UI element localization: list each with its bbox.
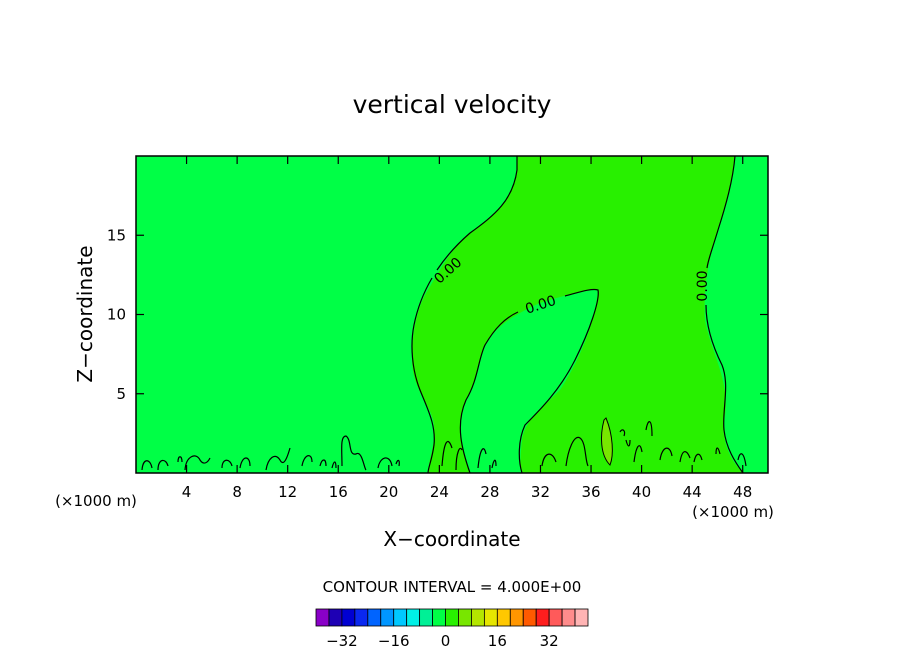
x-unit-left: (×1000 m) bbox=[55, 492, 137, 510]
colorbar-swatch bbox=[522, 608, 537, 627]
x-tick-label: 40 bbox=[632, 483, 651, 501]
y-axis-ticks: 5 10 15 bbox=[107, 226, 768, 403]
x-tick-label: 24 bbox=[430, 483, 449, 501]
colorbar-swatch bbox=[380, 608, 395, 627]
contour-label-3: 0.00 bbox=[695, 270, 711, 301]
colorbar-swatch bbox=[496, 608, 511, 627]
colorbar-swatch bbox=[471, 608, 485, 627]
contour-line-inner bbox=[459, 288, 599, 474]
y-tick-label: 5 bbox=[116, 385, 126, 403]
contour-line-left bbox=[411, 156, 518, 474]
x-axis-ticks: 4 8 12 16 20 24 28 32 36 40 44 48 bbox=[182, 156, 752, 501]
colorbar-swatch bbox=[445, 608, 459, 627]
surface-ripples-mid bbox=[441, 436, 589, 471]
x-tick-label: 8 bbox=[232, 483, 242, 501]
colorbar-swatch bbox=[432, 608, 446, 627]
colorbar-swatch bbox=[458, 608, 472, 627]
colorbar-tick-label: 16 bbox=[488, 632, 507, 650]
x-tick-label: 20 bbox=[379, 483, 398, 501]
colorbar-swatch bbox=[535, 608, 550, 627]
x-unit-right: (×1000 m) bbox=[692, 503, 774, 521]
colorbar-swatch bbox=[315, 608, 330, 627]
x-tick-label: 4 bbox=[182, 483, 192, 501]
x-tick-label: 12 bbox=[278, 483, 297, 501]
zero-contours bbox=[141, 155, 747, 474]
x-tick-label: 36 bbox=[581, 483, 600, 501]
colorbar-tick-label: 32 bbox=[540, 632, 559, 650]
colorbar-swatch bbox=[393, 608, 408, 627]
plot-area: 0.00 0.00 0.00 bbox=[135, 155, 769, 474]
x-tick-label: 44 bbox=[683, 483, 702, 501]
colorbar-swatch bbox=[354, 608, 369, 627]
contour-line-right bbox=[705, 155, 744, 474]
colorbar-swatch bbox=[509, 608, 524, 627]
x-tick-label: 32 bbox=[531, 483, 550, 501]
contour-interval-label: CONTOUR INTERVAL = 4.000E+00 bbox=[323, 578, 582, 596]
surface-ripples-right bbox=[619, 421, 747, 467]
colorbar-swatch bbox=[367, 608, 382, 627]
chart-title: vertical velocity bbox=[353, 90, 552, 119]
x-tick-label: 28 bbox=[480, 483, 499, 501]
colorbar-swatch bbox=[328, 608, 343, 627]
y-tick-label: 10 bbox=[107, 306, 126, 324]
colorbar-swatch bbox=[419, 608, 433, 627]
colorbar-swatch bbox=[574, 608, 589, 627]
x-tick-label: 16 bbox=[329, 483, 348, 501]
colorbar-swatch bbox=[561, 608, 576, 627]
colorbar-tick-label: 0 bbox=[441, 632, 451, 650]
colorbar-swatch bbox=[483, 608, 498, 627]
colorbar-tick-label: −32 bbox=[326, 632, 358, 650]
strong-positive-patch bbox=[601, 417, 613, 466]
x-axis-label: X−coordinate bbox=[383, 527, 520, 551]
colorbar-tick-labels: −32 −16 0 16 32 bbox=[326, 632, 559, 650]
positive-velocity-region bbox=[412, 156, 743, 473]
colorbar-swatch bbox=[406, 608, 421, 627]
colorbar-tick-label: −16 bbox=[378, 632, 410, 650]
surface-ripples-left bbox=[141, 435, 400, 471]
y-axis-label: Z−coordinate bbox=[73, 245, 97, 382]
x-tick-label: 48 bbox=[733, 483, 752, 501]
colorbar-swatch bbox=[548, 608, 563, 627]
y-tick-label: 15 bbox=[107, 226, 126, 244]
colorbar bbox=[315, 608, 589, 627]
colorbar-swatch bbox=[341, 608, 356, 627]
